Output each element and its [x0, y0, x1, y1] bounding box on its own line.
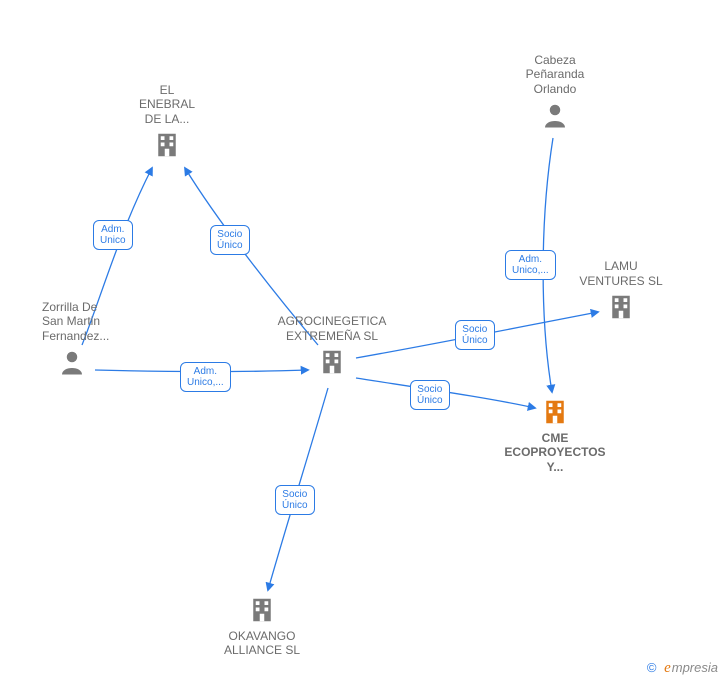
building-icon [540, 397, 570, 427]
building-icon [152, 130, 182, 160]
node-okavango[interactable]: OKAVANGO ALLIANCE SL [202, 595, 322, 658]
building-icon [247, 595, 277, 625]
copyright-symbol: © [647, 660, 657, 675]
node-el_enebral[interactable]: EL ENEBRAL DE LA... [107, 83, 227, 160]
edge-label-agro-lamu: Socio Único [455, 320, 495, 350]
edge-label-zorrilla-el_enebral: Adm. Unico [93, 220, 133, 250]
edge-label-agro-okavango: Socio Único [275, 485, 315, 515]
edge-label-cabeza-cme: Adm. Unico,... [505, 250, 556, 280]
building-icon [606, 292, 636, 322]
edge-label-zorrilla-agro: Adm. Unico,... [180, 362, 231, 392]
node-lamu[interactable]: LAMU VENTURES SL [561, 259, 681, 322]
node-cabeza[interactable]: Cabeza Peñaranda Orlando [495, 53, 615, 130]
node-label: AGROCINEGETICA EXTREMEÑA SL [272, 314, 392, 343]
node-agro[interactable]: AGROCINEGETICA EXTREMEÑA SL [272, 314, 392, 377]
node-zorrilla[interactable]: Zorrilla De San Martin Fernandez... [12, 300, 132, 377]
brand-e: e [664, 660, 671, 676]
node-label: LAMU VENTURES SL [561, 259, 681, 288]
building-icon [317, 347, 347, 377]
brand-rest: mpresia [672, 660, 718, 675]
edge-label-agro-el_enebral: Socio Único [210, 225, 250, 255]
person-icon [57, 347, 87, 377]
node-label: CME ECOPROYECTOS Y... [495, 431, 615, 474]
person-icon [540, 100, 570, 130]
copyright: © empresia [647, 660, 718, 677]
node-label: EL ENEBRAL DE LA... [107, 83, 227, 126]
node-label: Cabeza Peñaranda Orlando [495, 53, 615, 96]
node-cme[interactable]: CME ECOPROYECTOS Y... [495, 397, 615, 474]
node-label: OKAVANGO ALLIANCE SL [202, 629, 322, 658]
edge-label-agro-cme: Socio Único [410, 380, 450, 410]
node-label: Zorrilla De San Martin Fernandez... [12, 300, 132, 343]
